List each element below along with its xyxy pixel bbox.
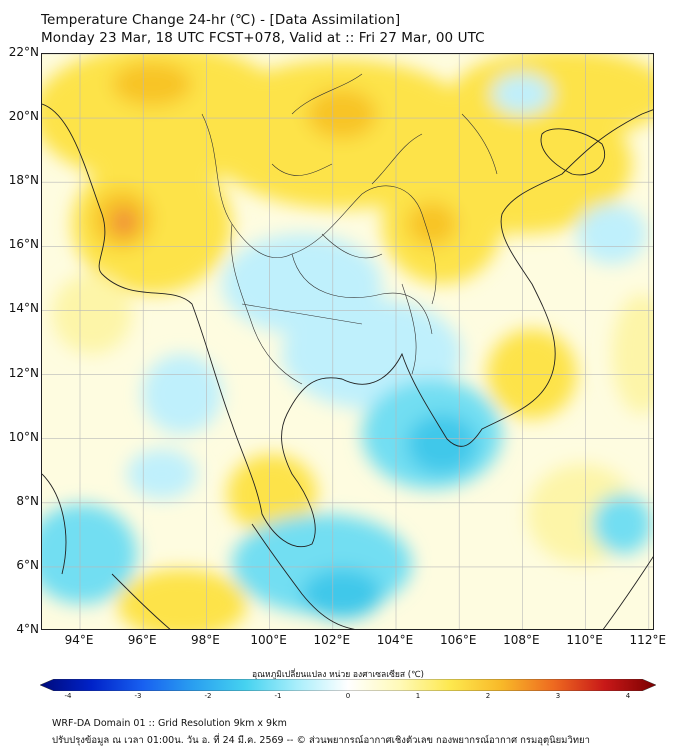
cool-region: [592, 494, 652, 554]
island-coastline: [540, 128, 606, 176]
colorbar: [40, 679, 656, 691]
lat-label: 18°N: [8, 173, 39, 188]
warm-strong-region: [407, 202, 457, 246]
hot-region: [112, 208, 136, 236]
coastline: [251, 523, 355, 629]
cool-region: [42, 504, 137, 604]
border-line: [291, 253, 433, 335]
footer-credit: ปรับปรุงข้อมูล ณ เวลา 01:00น. วัน อ. ที่…: [52, 735, 590, 746]
border-line: [201, 113, 437, 305]
warm-strong-region: [307, 89, 377, 139]
lon-label: 98°E: [190, 633, 220, 647]
coastline: [602, 556, 653, 629]
colorbar-title: อุณหภูมิเปลี่ยนแปลง หน่วย องศาเซลเซียส (…: [252, 670, 424, 680]
lon-label: 102°E: [313, 633, 351, 647]
warm-region: [612, 294, 653, 414]
lat-label: 6°N: [16, 557, 39, 572]
lon-label: 110°E: [566, 633, 603, 647]
lat-label: 12°N: [8, 365, 39, 380]
colorbar-tick: -4: [64, 692, 72, 700]
temperature-field: [42, 54, 653, 629]
coastlines: [42, 103, 653, 629]
border-line: [291, 73, 498, 185]
colorbar-tick: 1: [415, 692, 421, 700]
lon-label: 104°E: [376, 633, 414, 647]
temperature-change-map: [41, 53, 654, 630]
lon-label: 108°E: [503, 633, 540, 647]
colorbar-gradient: [40, 679, 656, 691]
lon-label: 94°E: [64, 633, 94, 647]
lat-label: 14°N: [8, 301, 39, 316]
cool-strong-region: [407, 414, 477, 474]
cool-region: [142, 354, 222, 434]
map-subtitle: Monday 23 Mar, 18 UTC FCST+078, Valid at…: [41, 30, 485, 46]
lat-label: 22°N: [8, 45, 39, 59]
lat-label: 20°N: [8, 109, 39, 124]
cool-region: [127, 449, 197, 499]
warm-region: [487, 329, 577, 419]
lat-label: 10°N: [8, 429, 39, 444]
colorbar-tick: -1: [274, 692, 282, 700]
lat-label: 4°N: [16, 622, 39, 636]
lon-label: 100°E: [250, 633, 287, 647]
colorbar-tick: 2: [485, 692, 491, 700]
lon-label: 106°E: [439, 633, 477, 647]
cool-region: [577, 204, 647, 264]
colorbar-tick: 4: [625, 692, 631, 700]
colorbar-tick: -3: [134, 692, 142, 700]
lat-label: 8°N: [16, 493, 39, 508]
warm-strong-region: [112, 62, 192, 106]
border-line: [241, 163, 417, 375]
admin-borders: [201, 73, 498, 385]
map-canvas: [42, 54, 653, 629]
footer-model-info: WRF-DA Domain 01 :: Grid Resolution 9km …: [52, 718, 287, 729]
lon-label: 112°E: [629, 633, 667, 647]
map-title: Temperature Change 24-hr (℃) - [Data Ass…: [41, 12, 401, 28]
coastline: [111, 573, 171, 629]
lon-label: 96°E: [127, 633, 157, 647]
graticule: [42, 54, 653, 629]
coastline: [42, 103, 653, 548]
colorbar-tick: 3: [555, 692, 561, 700]
warm-region: [117, 569, 247, 629]
cool-strong-region: [302, 569, 382, 619]
colorbar-tick: -2: [204, 692, 212, 700]
warm-region: [52, 274, 132, 354]
lat-label: 16°N: [8, 237, 39, 252]
cool-region: [492, 74, 552, 114]
warm-region: [72, 154, 232, 294]
coastline: [42, 473, 67, 575]
colorbar-tick: 0: [345, 692, 351, 700]
border-line: [230, 223, 303, 385]
warm-region: [227, 454, 317, 534]
